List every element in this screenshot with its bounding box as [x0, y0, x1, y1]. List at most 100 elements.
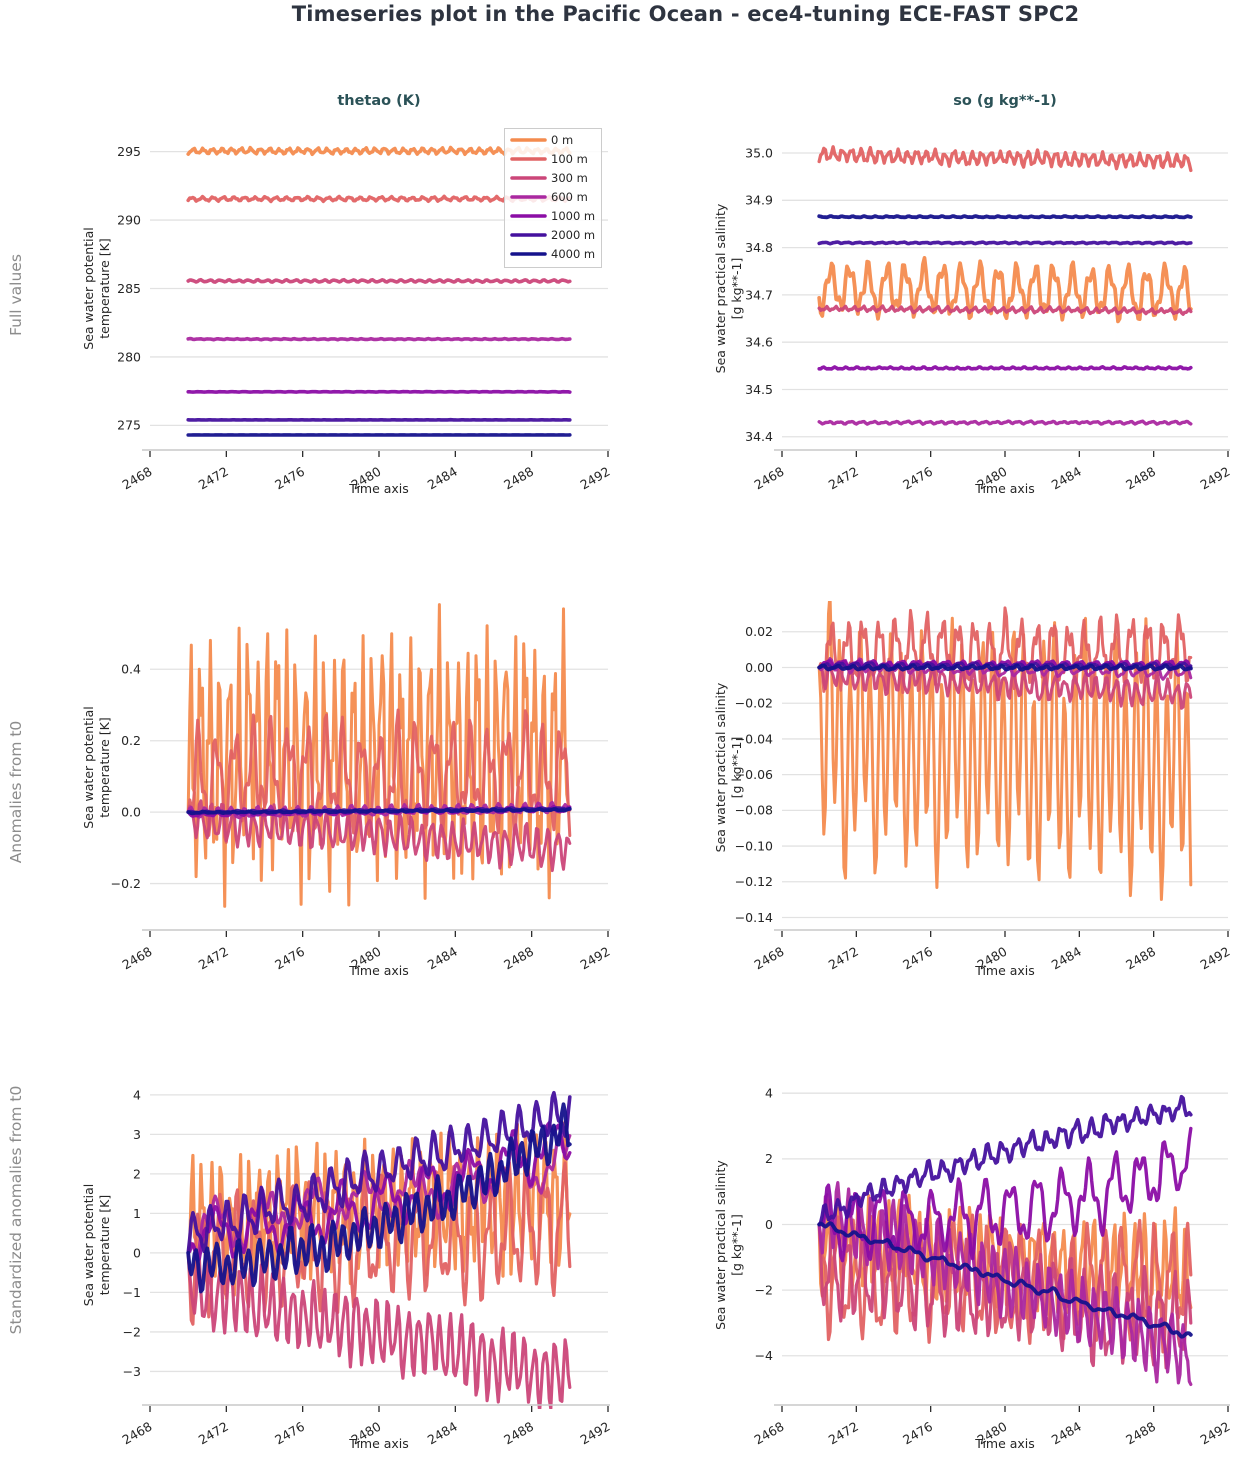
y-axis-label: [g kg**-1] — [729, 1214, 744, 1276]
legend-label: 1000 m — [551, 209, 595, 223]
x-tick-label: 2484 — [425, 464, 460, 493]
x-tick-label: 2488 — [501, 944, 536, 973]
y-tick-label: 34.4 — [745, 429, 773, 444]
series-line-100m — [817, 145, 1193, 173]
y-axis-label: temperature [K] — [97, 238, 112, 339]
y-axis-label: temperature [K] — [97, 717, 112, 818]
x-tick-label: 2476 — [900, 1419, 935, 1448]
series-line-300m — [186, 277, 572, 284]
series-line-4000m — [817, 663, 1193, 672]
x-tick-label: 2492 — [1197, 944, 1232, 973]
y-tick-label: 275 — [117, 418, 141, 433]
chart-thetao-full-values: 275 280 285 290 295 Sea water potential temper… — [81, 128, 613, 496]
series-line-0m — [186, 603, 572, 908]
y-axis-label: Sea water potential — [81, 706, 96, 828]
legend: 0 m 100 m 300 m 600 m 1000 m 2000 m 4000 m — [504, 128, 602, 268]
figure-title: Timeseries plot in the Pacific Ocean - e… — [291, 2, 1080, 26]
x-tick-label: 2468 — [119, 464, 154, 493]
series-line-2000m — [817, 240, 1193, 246]
series-line-100m — [186, 708, 572, 844]
x-tick-label: 2476 — [900, 464, 935, 493]
x-tick-label: 2468 — [751, 464, 786, 493]
x-tick-label: 2472 — [196, 944, 231, 973]
x-tick-label: 2484 — [1049, 1419, 1084, 1448]
series-line-4000m — [817, 214, 1193, 220]
plot-series — [817, 601, 1193, 901]
chart-thetao-standardized-anomalies: −3 −2 −1 0 1 2 3 4 Sea water potential temperatur… — [81, 1087, 613, 1451]
x-tick-label: 2476 — [272, 1419, 307, 1448]
row-label-standardized-anomalies: Standardized anomalies from t0 — [7, 1085, 25, 1335]
column-title-thetao: thetao (K) — [337, 93, 421, 109]
series-line-1000m — [186, 1121, 572, 1263]
x-tick-label: 2488 — [1123, 1419, 1158, 1448]
column-title-so: so (g kg**-1) — [953, 93, 1057, 109]
x-tick-label: 2472 — [826, 464, 861, 493]
y-tick-label: 0 — [133, 1245, 141, 1260]
y-tick-label: 290 — [117, 212, 141, 227]
x-axis-label: Time axis — [974, 481, 1035, 496]
plot-series — [186, 145, 572, 437]
y-tick-label: 0.0 — [121, 805, 141, 820]
chart-thetao-anomalies: −0.2 0.0 0.2 0.4 Sea water potential temperat… — [81, 603, 613, 978]
y-axis: −3 −2 −1 0 1 2 3 4 Sea water potential temperatur… — [81, 1087, 141, 1379]
y-axis-label: [g kg**-1] — [729, 258, 744, 320]
x-tick-label: 2468 — [751, 1419, 786, 1448]
x-tick-label: 2476 — [272, 944, 307, 973]
legend-label: 100 m — [551, 152, 588, 166]
x-tick-label: 2492 — [1197, 1419, 1232, 1448]
y-tick-label: −0.06 — [735, 767, 773, 782]
y-tick-label: 0.00 — [745, 660, 773, 675]
legend-label: 0 m — [551, 133, 573, 147]
y-tick-label: 2 — [765, 1151, 773, 1166]
y-tick-label: 34.8 — [745, 240, 773, 255]
y-tick-label: 285 — [117, 281, 141, 296]
y-axis: −0.2 0.0 0.2 0.4 Sea water potential temperat… — [81, 662, 141, 891]
y-tick-label: −0.12 — [735, 874, 773, 889]
series-line-300m — [817, 1221, 1193, 1370]
series-line-600m — [817, 1181, 1193, 1386]
y-tick-label: −2 — [755, 1283, 773, 1298]
chart-so-anomalies: 0.02 0.00 −0.02 −0.04 −0.06 −0.08 −0.10 −0.12 −0… — [713, 601, 1233, 978]
y-tick-label: 1 — [133, 1206, 141, 1221]
row-label-full-values: Full values — [7, 254, 25, 336]
y-axis: 275 280 285 290 295 Sea water potential temper… — [81, 144, 141, 433]
x-tick-label: 2492 — [577, 1419, 612, 1448]
x-tick-label: 2468 — [119, 944, 154, 973]
series-line-2000m — [186, 1090, 572, 1255]
x-tick-label: 2484 — [425, 944, 460, 973]
x-tick-label: 2472 — [826, 1419, 861, 1448]
x-tick-label: 2492 — [577, 464, 612, 493]
legend-label: 600 m — [551, 190, 588, 204]
y-tick-label: 4 — [765, 1086, 773, 1101]
y-tick-label: 3 — [133, 1127, 141, 1142]
x-tick-label: 2472 — [196, 464, 231, 493]
x-tick-label: 2492 — [1197, 464, 1232, 493]
series-line-4000m — [817, 1221, 1193, 1339]
y-tick-label: 34.6 — [745, 335, 773, 350]
plot-series — [186, 603, 572, 908]
legend-label: 300 m — [551, 171, 588, 185]
x-tick-label: 2476 — [900, 944, 935, 973]
series-line-1000m — [817, 365, 1193, 371]
legend-label: 4000 m — [551, 247, 595, 261]
y-tick-label: 4 — [133, 1087, 141, 1102]
x-tick-label: 2468 — [119, 1419, 154, 1448]
x-tick-label: 2488 — [1123, 464, 1158, 493]
y-axis-label: Sea water potential — [81, 227, 96, 349]
x-tick-label: 2492 — [577, 944, 612, 973]
y-tick-label: −4 — [755, 1348, 773, 1363]
y-tick-label: 34.5 — [745, 382, 773, 397]
y-tick-label: −0.08 — [735, 803, 773, 818]
y-axis: 0.02 0.00 −0.02 −0.04 −0.06 −0.08 −0.10 −0.12 −0… — [713, 624, 773, 925]
y-tick-label: −1 — [123, 1285, 141, 1300]
x-tick-label: 2484 — [1049, 944, 1084, 973]
series-line-300m — [817, 660, 1193, 710]
x-tick-label: 2484 — [425, 1419, 460, 1448]
y-tick-label: 0.2 — [121, 733, 141, 748]
y-tick-label: −3 — [123, 1364, 141, 1379]
